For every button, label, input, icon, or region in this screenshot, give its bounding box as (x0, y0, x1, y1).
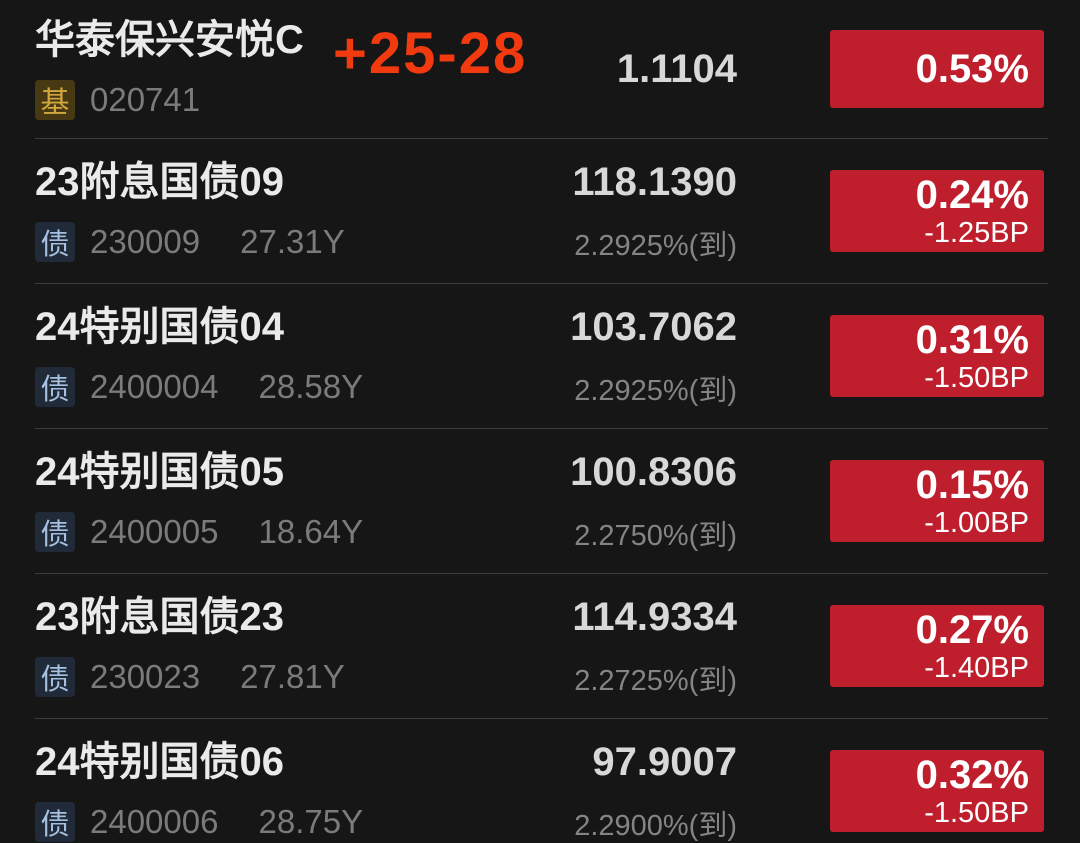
latest-value: 118.1390 (572, 159, 737, 204)
list-item[interactable]: 华泰保兴安悦C 基 020741 1.1104 0.53% +25-28 (0, 0, 1080, 138)
instrument-meta: 债 2400004 28.58Y (35, 366, 364, 407)
bond-type-badge: 债 (35, 801, 75, 842)
change-basis-points: -1.25BP (924, 216, 1029, 249)
instrument-code: 2400006 (90, 802, 219, 840)
latest-value: 100.8306 (570, 449, 737, 494)
instrument-meta: 债 2400005 18.64Y (35, 511, 364, 552)
maturity-years: 27.81Y (240, 657, 345, 695)
yield-to-maturity: 2.2925%(到) (574, 229, 737, 262)
change-badge[interactable]: 0.53% (830, 30, 1044, 108)
yield-to-maturity: 2.2725%(到) (574, 664, 737, 697)
change-badge[interactable]: 0.27% -1.40BP (830, 604, 1044, 687)
yield-to-maturity: 2.2900%(到) (574, 809, 737, 842)
price-column: 114.9334 2.2725%(到) (345, 595, 830, 697)
yield-to-maturity: 2.2925%(到) (574, 374, 737, 407)
maturity-years: 28.58Y (258, 367, 364, 405)
instrument-info: 23附息国债23 债 230023 27.81Y (35, 595, 345, 697)
latest-value: 1.1104 (616, 47, 737, 91)
instrument-meta: 债 2400006 28.75Y (35, 801, 364, 842)
change-percent: 0.53% (915, 47, 1029, 91)
price-column: 118.1390 2.2925%(到) (345, 160, 830, 262)
latest-value: 114.9334 (572, 594, 737, 639)
change-badge[interactable]: 0.15% -1.00BP (830, 459, 1044, 542)
bond-type-badge: 债 (35, 656, 75, 697)
change-percent: 0.31% (915, 317, 1029, 362)
bond-type-badge: 债 (35, 221, 75, 262)
instrument-name: 24特别国债06 (35, 739, 284, 784)
change-badge[interactable]: 0.32% -1.50BP (830, 749, 1044, 832)
list-item[interactable]: 24特别国债04 债 2400004 28.58Y 103.7062 2.292… (0, 283, 1080, 428)
instrument-info: 23附息国债09 债 230009 27.31Y (35, 160, 345, 262)
instrument-info: 华泰保兴安悦C 基 020741 (35, 18, 304, 120)
instrument-code: 2400005 (90, 512, 219, 550)
change-badge[interactable]: 0.24% -1.25BP (830, 169, 1044, 252)
latest-value: 103.7062 (570, 304, 737, 349)
yield-to-maturity: 2.2750%(到) (574, 519, 737, 552)
instrument-name: 24特别国债04 (35, 304, 284, 349)
list-item[interactable]: 23附息国债23 债 230023 27.81Y 114.9334 2.2725… (0, 573, 1080, 718)
list-item[interactable]: 23附息国债09 债 230009 27.31Y 118.1390 2.2925… (0, 138, 1080, 283)
change-basis-points: -1.50BP (924, 361, 1029, 394)
latest-value: 97.9007 (592, 739, 737, 784)
change-percent: 0.15% (915, 462, 1029, 507)
instrument-meta: 基 020741 (35, 80, 304, 120)
instrument-meta: 债 230023 27.81Y (35, 656, 345, 697)
instrument-code: 020741 (90, 81, 201, 118)
change-basis-points: -1.00BP (924, 506, 1029, 539)
instrument-info: 24特别国债06 债 2400006 28.75Y (35, 740, 363, 842)
instrument-name: 华泰保兴安悦C (35, 18, 304, 62)
bond-type-badge: 债 (35, 511, 75, 552)
change-percent: 0.32% (915, 752, 1029, 797)
maturity-years: 28.75Y (258, 802, 364, 840)
change-basis-points: -1.50BP (924, 796, 1029, 829)
maturity-years: 27.31Y (240, 222, 345, 260)
price-column: 1.1104 (304, 47, 830, 91)
instrument-name: 23附息国债09 (35, 159, 284, 204)
instrument-code: 230023 (90, 657, 201, 695)
change-basis-points: -1.40BP (924, 651, 1029, 684)
instrument-name: 23附息国债23 (35, 594, 284, 639)
change-percent: 0.27% (915, 607, 1029, 652)
list-item[interactable]: 24特别国债05 债 2400005 18.64Y 100.8306 2.275… (0, 428, 1080, 573)
change-badge[interactable]: 0.31% -1.50BP (830, 314, 1044, 397)
instrument-name: 24特别国债05 (35, 449, 284, 494)
instrument-code: 2400004 (90, 367, 219, 405)
fund-type-badge: 基 (35, 80, 75, 120)
instrument-info: 24特别国债04 债 2400004 28.58Y (35, 305, 363, 407)
instrument-code: 230009 (90, 222, 201, 260)
price-column: 97.9007 2.2900%(到) (363, 740, 830, 842)
maturity-years: 18.64Y (258, 512, 364, 550)
instrument-meta: 债 230009 27.31Y (35, 221, 345, 262)
price-column: 103.7062 2.2925%(到) (363, 305, 830, 407)
bond-type-badge: 债 (35, 366, 75, 407)
change-percent: 0.24% (915, 172, 1029, 217)
instrument-info: 24特别国债05 债 2400005 18.64Y (35, 450, 363, 552)
price-column: 100.8306 2.2750%(到) (363, 450, 830, 552)
list-item[interactable]: 24特别国债06 债 2400006 28.75Y 97.9007 2.2900… (0, 718, 1080, 843)
